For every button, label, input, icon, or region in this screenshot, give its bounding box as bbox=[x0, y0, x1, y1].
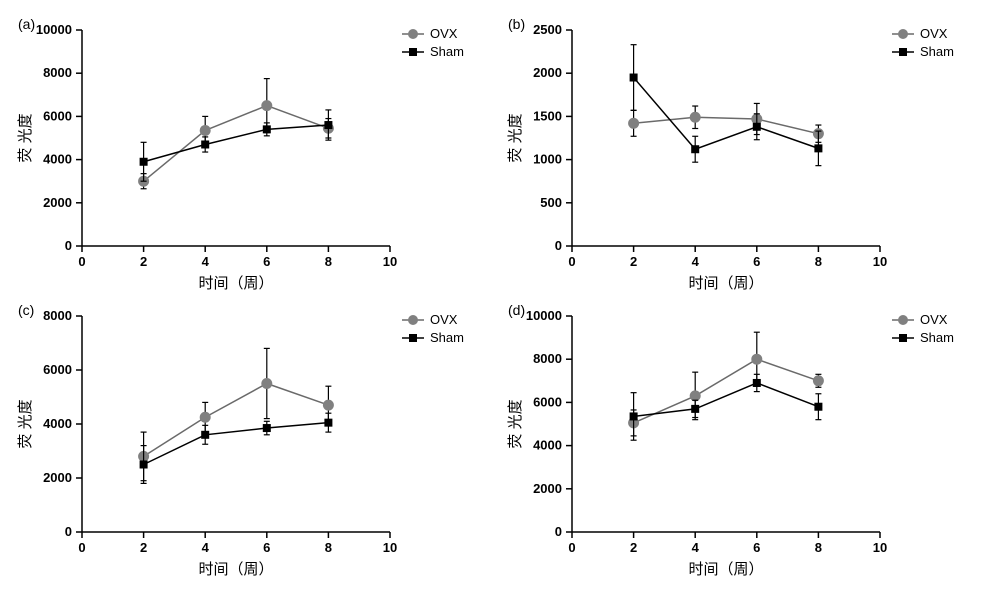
svg-text:4: 4 bbox=[692, 254, 700, 269]
svg-text:8000: 8000 bbox=[533, 351, 562, 366]
svg-text:OVX: OVX bbox=[430, 26, 458, 41]
svg-text:6000: 6000 bbox=[533, 394, 562, 409]
svg-text:8: 8 bbox=[325, 540, 332, 555]
svg-text:0: 0 bbox=[65, 238, 72, 253]
svg-text:4: 4 bbox=[202, 540, 210, 555]
svg-text:2: 2 bbox=[140, 254, 147, 269]
svg-text:荧 光度: 荧 光度 bbox=[17, 113, 34, 162]
svg-text:2000: 2000 bbox=[43, 470, 72, 485]
svg-text:时间（周）: 时间（周） bbox=[198, 561, 273, 578]
svg-text:4: 4 bbox=[692, 540, 700, 555]
svg-text:500: 500 bbox=[540, 195, 562, 210]
svg-text:时间（周）: 时间（周） bbox=[688, 275, 763, 292]
svg-text:时间（周）: 时间（周） bbox=[688, 561, 763, 578]
svg-text:Sham: Sham bbox=[920, 44, 954, 59]
svg-text:2: 2 bbox=[630, 540, 637, 555]
svg-text:10000: 10000 bbox=[526, 308, 562, 323]
svg-text:6000: 6000 bbox=[43, 108, 72, 123]
panel-d-label: (d) bbox=[508, 302, 525, 318]
svg-text:8000: 8000 bbox=[43, 308, 72, 323]
svg-text:10: 10 bbox=[873, 540, 887, 555]
panel-b: (b) 0 2 4 6 8 10 0 500 1000 1500 2000 2500 时间（周） 荧 光度… bbox=[500, 10, 990, 296]
panel-b-label: (b) bbox=[508, 16, 525, 32]
svg-text:0: 0 bbox=[568, 540, 575, 555]
svg-text:2000: 2000 bbox=[533, 481, 562, 496]
svg-text:6: 6 bbox=[263, 540, 270, 555]
svg-text:2: 2 bbox=[630, 254, 637, 269]
svg-text:0: 0 bbox=[555, 524, 562, 539]
svg-text:0: 0 bbox=[568, 254, 575, 269]
svg-text:OVX: OVX bbox=[920, 312, 948, 327]
svg-text:0: 0 bbox=[78, 540, 85, 555]
svg-text:10: 10 bbox=[383, 254, 397, 269]
panel-a: (a) 0 2 4 6 8 10 0 2000 4000 6000 8000 10000 时间（周） 荧 … bbox=[10, 10, 500, 296]
svg-text:8: 8 bbox=[815, 254, 822, 269]
panel-c: (c) 0 2 4 6 8 10 0 2000 4000 6000 8000 时间（周） 荧 光度 OVX… bbox=[10, 296, 500, 582]
svg-text:Sham: Sham bbox=[430, 330, 464, 345]
svg-text:4: 4 bbox=[202, 254, 210, 269]
svg-text:6: 6 bbox=[753, 540, 760, 555]
svg-text:2: 2 bbox=[140, 540, 147, 555]
svg-text:0: 0 bbox=[65, 524, 72, 539]
svg-text:1000: 1000 bbox=[533, 152, 562, 167]
svg-text:6: 6 bbox=[263, 254, 270, 269]
panel-d: (d) 0 2 4 6 8 10 0 2000 4000 6000 8000 10000 时间（周） 荧 … bbox=[500, 296, 990, 582]
svg-text:2000: 2000 bbox=[533, 65, 562, 80]
svg-text:8: 8 bbox=[815, 540, 822, 555]
svg-text:0: 0 bbox=[555, 238, 562, 253]
svg-text:荧 光度: 荧 光度 bbox=[17, 399, 34, 448]
svg-text:6: 6 bbox=[753, 254, 760, 269]
svg-text:4000: 4000 bbox=[43, 152, 72, 167]
svg-text:1500: 1500 bbox=[533, 108, 562, 123]
svg-text:Sham: Sham bbox=[430, 44, 464, 59]
svg-text:Sham: Sham bbox=[920, 330, 954, 345]
svg-text:6000: 6000 bbox=[43, 362, 72, 377]
svg-text:8000: 8000 bbox=[43, 65, 72, 80]
svg-text:8: 8 bbox=[325, 254, 332, 269]
svg-text:10: 10 bbox=[383, 540, 397, 555]
svg-text:4000: 4000 bbox=[533, 438, 562, 453]
svg-text:2000: 2000 bbox=[43, 195, 72, 210]
svg-text:10000: 10000 bbox=[36, 22, 72, 37]
panel-c-label: (c) bbox=[18, 302, 34, 318]
svg-text:0: 0 bbox=[78, 254, 85, 269]
svg-text:OVX: OVX bbox=[430, 312, 458, 327]
svg-text:时间（周）: 时间（周） bbox=[198, 275, 273, 292]
svg-text:2500: 2500 bbox=[533, 22, 562, 37]
svg-text:荧 光度: 荧 光度 bbox=[507, 399, 524, 448]
svg-text:荧 光度: 荧 光度 bbox=[507, 113, 524, 162]
svg-text:OVX: OVX bbox=[920, 26, 948, 41]
chart-grid: (a) 02468100200040006000800010000时间（周）荧 … bbox=[10, 10, 990, 582]
svg-text:10: 10 bbox=[873, 254, 887, 269]
panel-a-label: (a) bbox=[18, 16, 35, 32]
svg-text:4000: 4000 bbox=[43, 416, 72, 431]
